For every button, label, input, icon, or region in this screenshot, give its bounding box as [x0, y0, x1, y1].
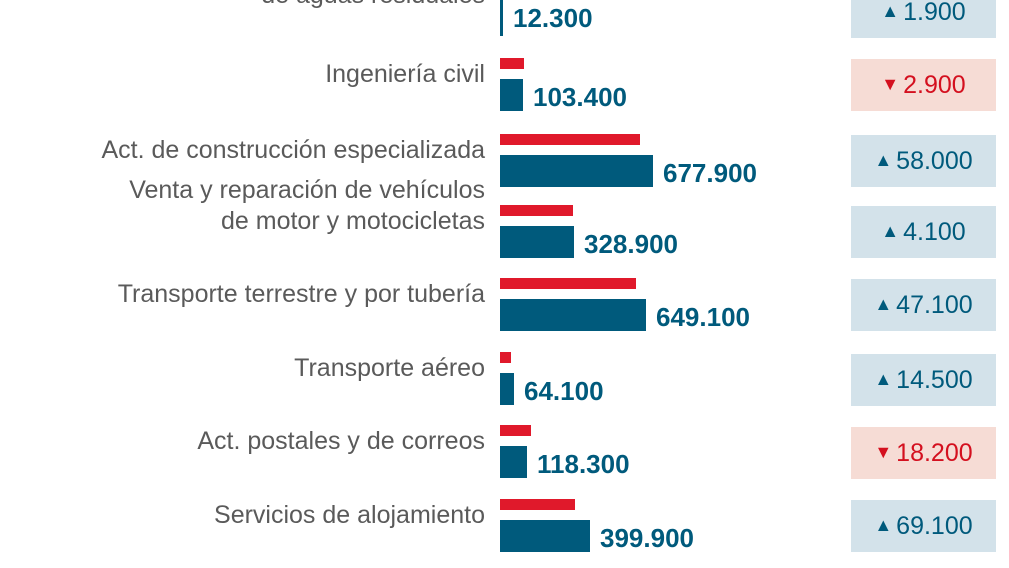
increase-badge: ▲ 47.100 — [851, 279, 996, 331]
decrease-badge: ▼ 2.900 — [851, 59, 996, 111]
category-label: Act. de construcción especializada — [101, 135, 485, 166]
triangle-down-icon: ▼ — [874, 441, 893, 462]
increase-badge: ▲ 4.100 — [851, 206, 996, 258]
change-value: 1.900 — [903, 0, 966, 26]
current-value-bar — [500, 520, 590, 552]
category-label-line: Ingeniería civil — [325, 60, 485, 88]
triangle-down-icon: ▼ — [881, 73, 900, 94]
triangle-up-icon: ▲ — [881, 220, 900, 241]
triangle-up-icon: ▲ — [874, 293, 893, 314]
decrease-badge: ▼ 18.200 — [851, 427, 996, 479]
increase-badge: ▲ 69.100 — [851, 500, 996, 552]
category-label-line: Servicios de alojamiento — [214, 501, 485, 529]
change-value: 14.500 — [896, 365, 973, 394]
previous-value-bar — [500, 58, 524, 69]
value-label: 103.400 — [533, 82, 627, 112]
previous-value-bar — [500, 278, 636, 289]
value-label: 328.900 — [584, 229, 678, 259]
change-value: 58.000 — [896, 146, 973, 175]
previous-value-bar — [500, 205, 573, 216]
current-value-bar — [500, 226, 574, 258]
increase-badge: ▲ 14.500 — [851, 354, 996, 406]
category-label: Transporte aéreo — [294, 353, 485, 384]
current-value-bar — [500, 299, 646, 331]
current-value-bar — [500, 155, 653, 187]
value-label: 12.300 — [513, 3, 593, 33]
change-value: 47.100 — [896, 290, 973, 319]
change-value: 69.100 — [896, 511, 973, 540]
change-value: 4.100 — [903, 217, 966, 246]
current-value-bar — [500, 446, 527, 478]
category-label: Servicios de alojamiento — [214, 500, 485, 531]
value-label: 399.900 — [600, 523, 694, 553]
category-label: Venta y reparación de vehículos de motor … — [129, 175, 485, 237]
change-value: 2.900 — [903, 70, 966, 99]
category-label-line: Transporte aéreo — [294, 354, 485, 382]
category-label: Act. postales y de correos — [197, 426, 485, 457]
category-label-line: Transporte terrestre y por tubería — [117, 280, 485, 308]
category-label-line: de motor y motocicletas — [221, 207, 485, 235]
category-label-line: de aguas residuales — [228, 0, 485, 11]
value-label: 677.900 — [663, 158, 757, 188]
previous-value-bar — [500, 134, 640, 145]
value-label: 64.100 — [524, 376, 604, 406]
value-label: 649.100 — [656, 302, 750, 332]
triangle-up-icon: ▲ — [874, 149, 893, 170]
change-value: 18.200 — [896, 438, 973, 467]
category-label: Ingeniería civil — [325, 59, 485, 90]
increase-badge: ▲ 1.900 — [851, 0, 996, 38]
current-value-bar — [500, 373, 514, 405]
category-label-line: Act. postales y de correos — [197, 427, 485, 455]
previous-value-bar — [500, 425, 531, 436]
category-label-line: Act. de construcción especializada — [101, 136, 485, 164]
current-value-bar — [500, 79, 523, 111]
previous-value-bar — [500, 499, 575, 510]
triangle-up-icon: ▲ — [874, 368, 893, 389]
previous-value-bar — [500, 352, 511, 363]
increase-badge: ▲ 58.000 — [851, 135, 996, 187]
category-label: Recogida y tratamientode aguas residuale… — [228, 0, 485, 11]
triangle-up-icon: ▲ — [874, 514, 893, 535]
category-label-line: Venta y reparación de vehículos — [129, 176, 485, 204]
triangle-up-icon: ▲ — [881, 0, 900, 21]
category-label: Transporte terrestre y por tubería — [118, 279, 485, 310]
value-label: 118.300 — [537, 449, 630, 479]
current-value-bar — [500, 0, 503, 36]
